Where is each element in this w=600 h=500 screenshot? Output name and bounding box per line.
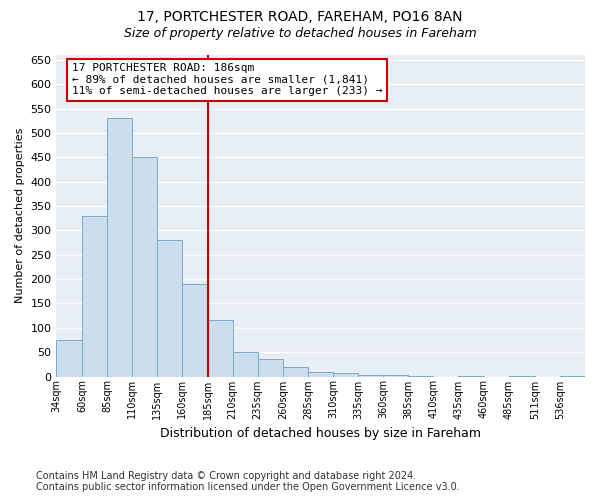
Text: 17 PORTCHESTER ROAD: 186sqm
← 89% of detached houses are smaller (1,841)
11% of : 17 PORTCHESTER ROAD: 186sqm ← 89% of det… [72, 63, 382, 96]
Bar [333, 373, 358, 376]
Bar [358, 374, 383, 376]
Bar [182, 284, 208, 376]
Bar [208, 320, 233, 376]
Bar [56, 340, 82, 376]
Bar [132, 158, 157, 376]
Bar [157, 240, 182, 376]
Text: Size of property relative to detached houses in Fareham: Size of property relative to detached ho… [124, 28, 476, 40]
Bar [383, 375, 408, 376]
Bar [308, 372, 333, 376]
Bar [257, 360, 283, 376]
Bar [283, 367, 308, 376]
Text: Contains HM Land Registry data © Crown copyright and database right 2024.
Contai: Contains HM Land Registry data © Crown c… [36, 471, 460, 492]
X-axis label: Distribution of detached houses by size in Fareham: Distribution of detached houses by size … [160, 427, 481, 440]
Bar [82, 216, 107, 376]
Bar [107, 118, 132, 376]
Text: 17, PORTCHESTER ROAD, FAREHAM, PO16 8AN: 17, PORTCHESTER ROAD, FAREHAM, PO16 8AN [137, 10, 463, 24]
Y-axis label: Number of detached properties: Number of detached properties [15, 128, 25, 304]
Bar [233, 352, 257, 376]
